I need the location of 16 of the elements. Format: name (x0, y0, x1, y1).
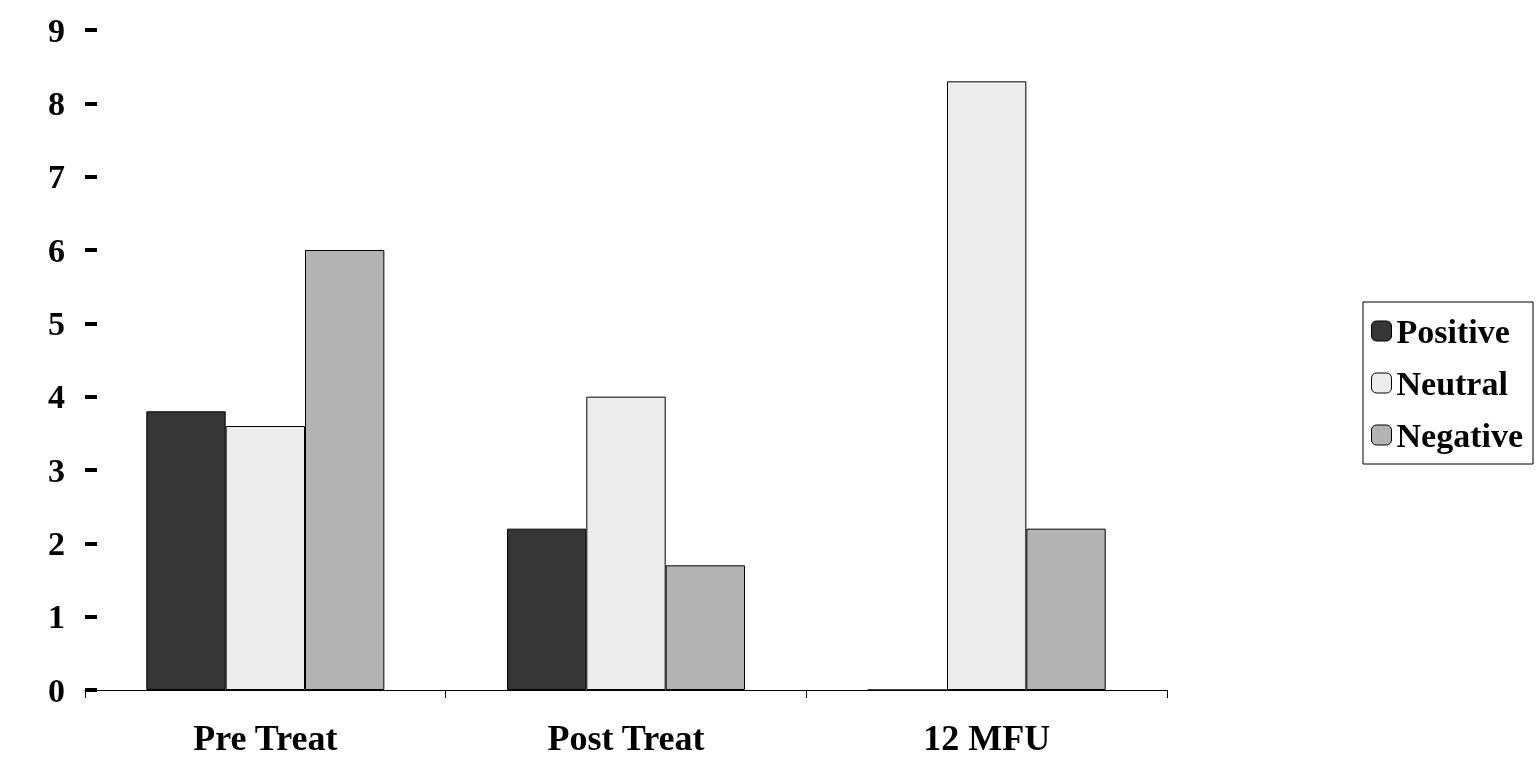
y-tick-label: 7 (48, 158, 65, 196)
x-tick-label: Pre Treat (193, 718, 338, 758)
y-tick-label: 4 (48, 378, 65, 416)
y-tick-label: 3 (48, 451, 65, 489)
legend-label: Neutral (1396, 364, 1508, 402)
y-tick-label: 1 (48, 598, 65, 636)
y-tick-label: 9 (48, 11, 65, 49)
y-tick-label: 0 (48, 671, 65, 709)
legend-label: Negative (1396, 416, 1524, 454)
x-tick-label: Post Treat (547, 718, 705, 758)
x-tick-label: 12 MFU (923, 718, 1051, 758)
y-tick-label: 5 (48, 304, 65, 342)
y-tick-label: 8 (48, 84, 65, 122)
y-tick-label: 6 (48, 231, 65, 269)
y-tick-label: 2 (48, 524, 65, 562)
legend-label: Positive (1396, 312, 1510, 350)
